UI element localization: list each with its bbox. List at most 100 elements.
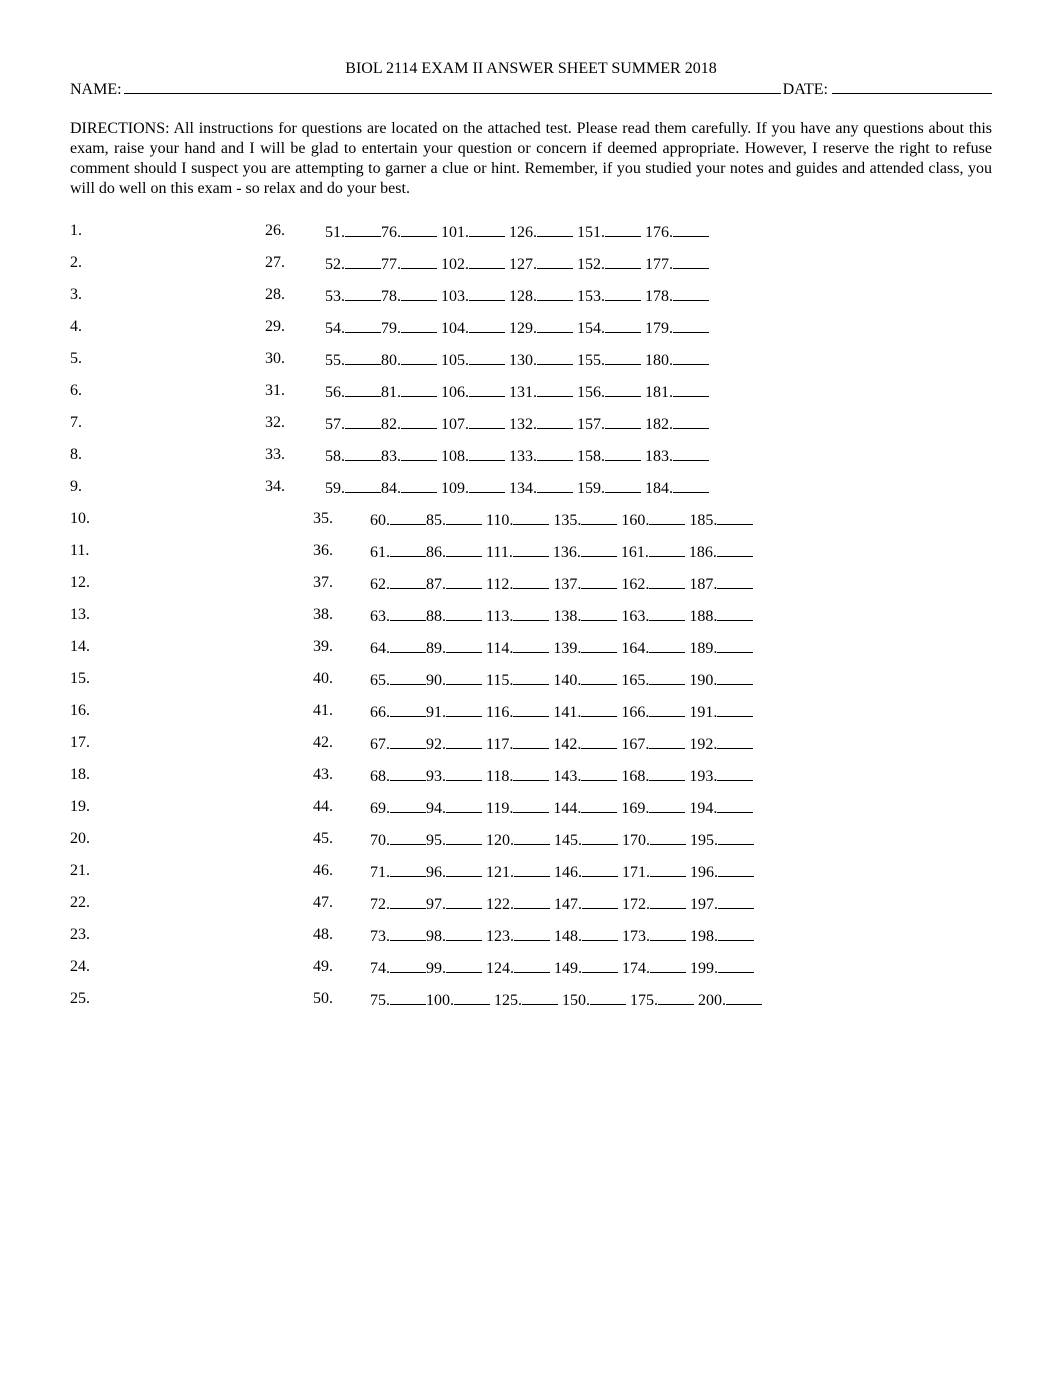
answer-blank[interactable] [581,767,617,781]
answer-blank[interactable] [717,671,753,685]
answer-blank[interactable] [717,639,753,653]
answer-blank[interactable] [469,383,505,397]
answer-blank[interactable] [513,767,549,781]
answer-blank[interactable] [581,735,617,749]
answer-blank[interactable] [514,927,550,941]
answer-blank[interactable] [446,831,482,845]
answer-blank[interactable] [590,991,626,1005]
answer-blank[interactable] [649,767,685,781]
answer-blank[interactable] [726,991,762,1005]
answer-blank[interactable] [650,863,686,877]
answer-blank[interactable] [605,287,641,301]
answer-blank[interactable] [469,287,505,301]
answer-blank[interactable] [717,543,753,557]
answer-blank[interactable] [401,415,437,429]
answer-blank[interactable] [581,671,617,685]
answer-blank[interactable] [345,287,381,301]
answer-blank[interactable] [537,447,573,461]
answer-blank[interactable] [446,575,482,589]
answer-blank[interactable] [537,351,573,365]
answer-blank[interactable] [446,863,482,877]
answer-blank[interactable] [446,639,482,653]
answer-blank[interactable] [582,863,618,877]
answer-blank[interactable] [649,735,685,749]
answer-blank[interactable] [390,863,426,877]
answer-blank[interactable] [514,895,550,909]
answer-blank[interactable] [401,319,437,333]
answer-blank[interactable] [582,895,618,909]
answer-blank[interactable] [513,639,549,653]
answer-blank[interactable] [718,927,754,941]
answer-blank[interactable] [537,255,573,269]
answer-blank[interactable] [390,735,426,749]
answer-blank[interactable] [649,671,685,685]
answer-blank[interactable] [446,511,482,525]
answer-blank[interactable] [514,831,550,845]
answer-blank[interactable] [650,831,686,845]
date-blank[interactable] [832,78,992,94]
answer-blank[interactable] [469,415,505,429]
answer-blank[interactable] [649,543,685,557]
answer-blank[interactable] [446,927,482,941]
answer-blank[interactable] [513,799,549,813]
answer-blank[interactable] [514,863,550,877]
answer-blank[interactable] [581,639,617,653]
answer-blank[interactable] [401,255,437,269]
answer-blank[interactable] [673,479,709,493]
answer-blank[interactable] [446,799,482,813]
answer-blank[interactable] [673,383,709,397]
answer-blank[interactable] [390,895,426,909]
answer-blank[interactable] [401,479,437,493]
answer-blank[interactable] [581,799,617,813]
answer-blank[interactable] [605,351,641,365]
answer-blank[interactable] [390,575,426,589]
answer-blank[interactable] [454,991,490,1005]
answer-blank[interactable] [581,511,617,525]
answer-blank[interactable] [537,383,573,397]
answer-blank[interactable] [717,607,753,621]
answer-blank[interactable] [717,575,753,589]
answer-blank[interactable] [605,255,641,269]
answer-blank[interactable] [513,703,549,717]
answer-blank[interactable] [605,383,641,397]
answer-blank[interactable] [390,703,426,717]
answer-blank[interactable] [649,511,685,525]
name-blank[interactable] [124,78,781,94]
answer-blank[interactable] [345,383,381,397]
answer-blank[interactable] [469,479,505,493]
answer-blank[interactable] [390,799,426,813]
answer-blank[interactable] [718,959,754,973]
answer-blank[interactable] [390,767,426,781]
answer-blank[interactable] [718,831,754,845]
answer-blank[interactable] [582,831,618,845]
answer-blank[interactable] [673,287,709,301]
answer-blank[interactable] [673,447,709,461]
answer-blank[interactable] [581,703,617,717]
answer-blank[interactable] [401,383,437,397]
answer-blank[interactable] [649,607,685,621]
answer-blank[interactable] [345,223,381,237]
answer-blank[interactable] [513,671,549,685]
answer-blank[interactable] [446,543,482,557]
answer-blank[interactable] [605,415,641,429]
answer-blank[interactable] [446,703,482,717]
answer-blank[interactable] [469,351,505,365]
answer-blank[interactable] [605,479,641,493]
answer-blank[interactable] [390,671,426,685]
answer-blank[interactable] [446,895,482,909]
answer-blank[interactable] [469,447,505,461]
answer-blank[interactable] [650,927,686,941]
answer-blank[interactable] [390,927,426,941]
answer-blank[interactable] [345,415,381,429]
answer-blank[interactable] [537,479,573,493]
answer-blank[interactable] [605,223,641,237]
answer-blank[interactable] [469,319,505,333]
answer-blank[interactable] [717,511,753,525]
answer-blank[interactable] [446,735,482,749]
answer-blank[interactable] [649,639,685,653]
answer-blank[interactable] [582,959,618,973]
answer-blank[interactable] [718,895,754,909]
answer-blank[interactable] [522,991,558,1005]
answer-blank[interactable] [605,319,641,333]
answer-blank[interactable] [658,991,694,1005]
